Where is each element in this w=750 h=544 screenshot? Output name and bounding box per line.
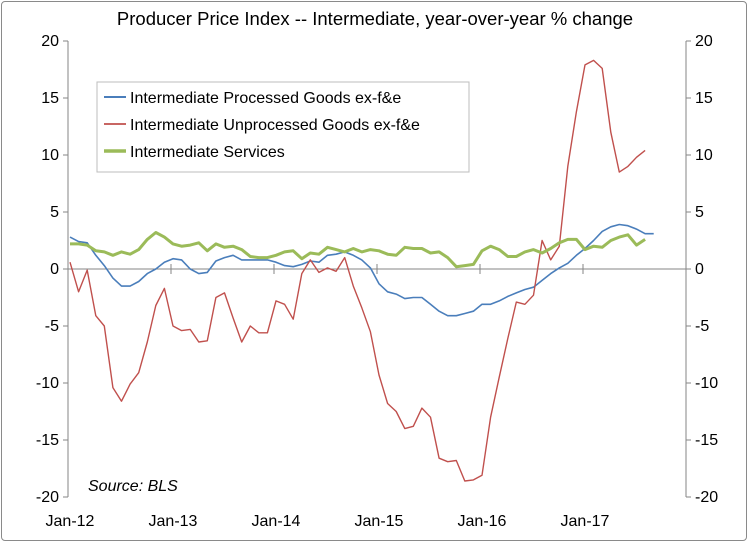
unprocessed-goods-line (69, 59, 646, 482)
legend-label: Intermediate Services (130, 144, 285, 161)
processed-goods-line (69, 223, 654, 317)
right-y-ticks: -20 -15 -10 -5 0 5 10 15 20 (686, 33, 718, 506)
right-y-tick-label: -10 (695, 375, 718, 392)
legend-label: Intermediate Unprocessed Goods ex-f&e (130, 117, 420, 134)
series-group (69, 59, 654, 482)
legend-label: Intermediate Processed Goods ex-f&e (130, 90, 401, 107)
x-tick-label: Jan-12 (46, 513, 95, 530)
x-ticks: Jan-12 Jan-13 Jan-14 Jan-15 Jan-16 Jan-17 (46, 264, 610, 530)
left-y-tick-label: -10 (36, 375, 59, 392)
x-tick-label: Jan-16 (458, 513, 507, 530)
left-y-tick-label: 10 (41, 147, 59, 164)
right-y-tick-label: -5 (695, 318, 709, 335)
right-y-tick-label: 20 (695, 33, 713, 50)
left-y-tick-label: -5 (45, 318, 59, 335)
right-y-tick-label: 15 (695, 90, 713, 107)
left-y-tick-label: -15 (36, 432, 59, 449)
left-y-ticks: -20 -15 -10 -5 0 5 10 15 20 (36, 33, 68, 506)
right-y-tick-label: 0 (695, 261, 704, 278)
right-y-tick-label: 5 (695, 204, 704, 221)
right-y-tick-label: 10 (695, 147, 713, 164)
services-line (70, 231, 646, 269)
legend: Intermediate Processed Goods ex-f&e Inter… (96, 81, 470, 173)
right-y-tick-label: -15 (695, 432, 718, 449)
left-y-tick-label: 15 (41, 90, 59, 107)
x-tick-label: Jan-13 (149, 513, 198, 530)
left-y-tick-label: 20 (41, 33, 59, 50)
x-tick-label: Jan-17 (561, 513, 610, 530)
chart-title: Producer Price Index -- Intermediate, ye… (116, 8, 634, 29)
legend-box (96, 81, 470, 173)
source-note: Source: BLS (88, 478, 178, 495)
right-y-tick-label: -20 (695, 489, 718, 506)
left-y-tick-label: 0 (50, 261, 59, 278)
x-tick-label: Jan-14 (252, 513, 301, 530)
left-y-tick-label: 5 (50, 204, 59, 221)
x-tick-label: Jan-15 (355, 513, 404, 530)
left-y-tick-label: -20 (36, 489, 59, 506)
